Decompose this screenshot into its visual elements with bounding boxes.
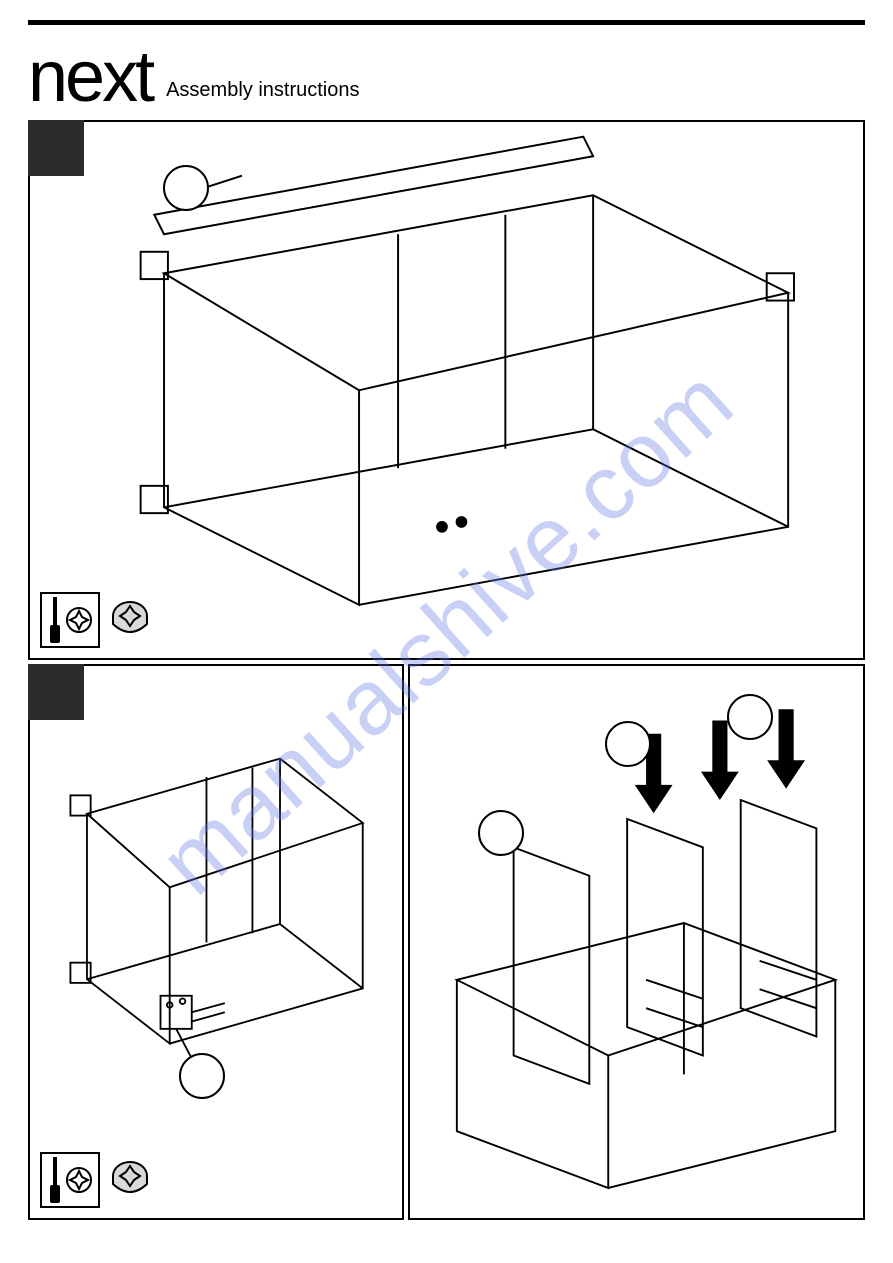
toolbox — [40, 1152, 150, 1208]
part-callout-circle — [179, 1053, 225, 1099]
tool-frame — [40, 592, 100, 648]
phillips-screwdriver-icon — [48, 597, 62, 643]
part-callout-circle — [163, 165, 209, 211]
assembly-diagram-top — [30, 122, 863, 658]
page-header: next Assembly instructions — [28, 47, 865, 108]
phillips-head-icon — [66, 1167, 92, 1193]
panel-step-bottom-right — [408, 664, 865, 1220]
tool-frame — [40, 1152, 100, 1208]
toolbox — [40, 592, 150, 648]
cam-lock-icon — [110, 1160, 150, 1200]
panel-step-bottom-left — [28, 664, 404, 1220]
phillips-head-icon — [66, 607, 92, 633]
panels-container — [28, 120, 865, 1220]
top-rule — [28, 20, 865, 25]
cam-lock-icon — [110, 600, 150, 640]
brand-logo: next — [28, 47, 152, 108]
part-callout-circle — [605, 721, 651, 767]
furniture-frame-bracket-icon — [41, 683, 390, 1202]
bottom-row — [28, 664, 865, 1220]
page-subtitle: Assembly instructions — [166, 79, 359, 108]
assembly-diagram-bottom-left — [30, 666, 402, 1218]
phillips-screwdriver-icon — [48, 1157, 62, 1203]
panel-step-top — [28, 120, 865, 660]
part-callout-circle — [727, 694, 773, 740]
furniture-frame-isometric-icon — [47, 133, 847, 648]
part-callout-circle — [478, 810, 524, 856]
